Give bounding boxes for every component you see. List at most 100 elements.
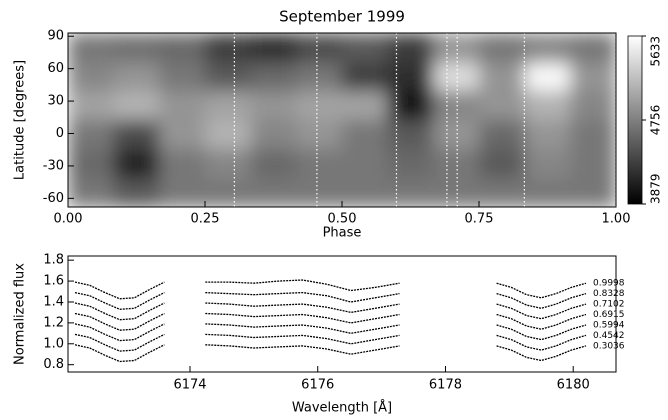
map-cell bbox=[205, 33, 252, 63]
map-cell bbox=[524, 90, 571, 120]
map-cell bbox=[205, 119, 252, 150]
map-cell bbox=[387, 33, 434, 63]
map-cell bbox=[205, 62, 252, 91]
map-cell bbox=[205, 148, 252, 179]
x-tick-label: 6174 bbox=[173, 378, 206, 393]
map-cell bbox=[387, 148, 434, 179]
y-tick-label: 90 bbox=[47, 29, 64, 44]
x-tick-label: 0.50 bbox=[328, 212, 357, 227]
map-cell bbox=[250, 177, 297, 207]
colorbar bbox=[627, 35, 643, 205]
map-cell bbox=[159, 33, 206, 63]
y-tick-label: 0 bbox=[56, 126, 64, 141]
map-cell bbox=[524, 177, 571, 207]
profile-line bbox=[74, 279, 587, 300]
map-cell bbox=[296, 177, 343, 207]
map-cell bbox=[342, 90, 389, 120]
map-cell bbox=[250, 90, 297, 120]
map-cell bbox=[433, 90, 480, 120]
map-cell bbox=[570, 62, 616, 91]
map-cell bbox=[68, 90, 115, 120]
x-tick-label: 6176 bbox=[301, 378, 334, 393]
map-cell bbox=[524, 148, 571, 179]
map-cell bbox=[205, 177, 252, 207]
map-cell bbox=[296, 148, 343, 179]
x-tick-label: 0.00 bbox=[54, 212, 83, 227]
x-axis-title: Phase bbox=[323, 226, 362, 241]
y-tick-label: -30 bbox=[43, 158, 64, 173]
y-tick-label: 60 bbox=[47, 61, 64, 76]
map-cell bbox=[387, 62, 434, 91]
y-tick-label: -60 bbox=[43, 191, 64, 206]
profile-label: 0.8328 bbox=[593, 289, 625, 299]
map-cell bbox=[524, 62, 571, 91]
map-cell bbox=[479, 148, 526, 179]
map-cell bbox=[570, 33, 616, 63]
profile-line bbox=[74, 291, 587, 310]
map-cell bbox=[479, 62, 526, 91]
map-cell bbox=[250, 148, 297, 179]
map-cell bbox=[342, 148, 389, 179]
map-cell bbox=[570, 148, 616, 179]
profile-line bbox=[74, 323, 587, 342]
map-cell bbox=[524, 33, 571, 63]
map-cell bbox=[433, 33, 480, 63]
colorbar-label: 4756 bbox=[649, 105, 663, 136]
map-cell bbox=[159, 177, 206, 207]
chart-title: September 1999 bbox=[279, 8, 405, 26]
colorbar-label: 5633 bbox=[649, 36, 663, 67]
profile-label: 0.7102 bbox=[593, 300, 625, 310]
map-cell bbox=[387, 90, 434, 120]
map-cell bbox=[570, 177, 616, 207]
profile-line bbox=[74, 302, 587, 321]
plot-frame bbox=[67, 255, 617, 373]
x-tick-label: 0.25 bbox=[191, 212, 220, 227]
y-tick-label: 1.0 bbox=[43, 336, 64, 351]
map-image bbox=[68, 33, 616, 207]
map-cell bbox=[342, 33, 389, 63]
x-tick-label: 6178 bbox=[429, 378, 462, 393]
map-cell bbox=[433, 62, 480, 91]
map-cell bbox=[250, 62, 297, 91]
map-cell bbox=[433, 177, 480, 207]
map-cell bbox=[159, 148, 206, 179]
profile-line bbox=[74, 312, 587, 331]
map-cell bbox=[479, 119, 526, 150]
map-cell bbox=[159, 90, 206, 120]
colorbar-label: 3879 bbox=[649, 173, 663, 204]
map-cell bbox=[68, 148, 115, 179]
y-axis-title: Normalized flux bbox=[13, 263, 28, 365]
map-cell bbox=[387, 119, 434, 150]
map-cell bbox=[296, 33, 343, 63]
map-cell bbox=[296, 119, 343, 150]
map-cell bbox=[68, 119, 115, 150]
profile-label: 0.4542 bbox=[593, 331, 625, 341]
y-tick-label: 30 bbox=[47, 94, 64, 109]
map-cell bbox=[342, 62, 389, 91]
y-tick-label: 0.8 bbox=[43, 357, 64, 372]
map-cell bbox=[342, 119, 389, 150]
x-tick-label: 1.00 bbox=[602, 212, 631, 227]
x-axis-title: Wavelength [Å] bbox=[292, 400, 392, 416]
map-cell bbox=[250, 33, 297, 63]
map-cell bbox=[205, 90, 252, 120]
map-cell bbox=[479, 33, 526, 63]
profile-line bbox=[74, 333, 587, 352]
map-cell bbox=[159, 119, 206, 150]
map-cell bbox=[68, 62, 115, 91]
profile-line bbox=[74, 344, 587, 363]
profile-label: 0.3036 bbox=[593, 341, 625, 351]
profile-label: 0.9998 bbox=[593, 279, 625, 289]
y-axis-title: Latitude [degrees] bbox=[13, 60, 28, 180]
map-cell bbox=[570, 119, 616, 150]
map-cell bbox=[113, 62, 160, 91]
map-cell bbox=[479, 177, 526, 207]
map-clip bbox=[68, 33, 616, 207]
x-tick-label: 0.75 bbox=[465, 212, 494, 227]
map-cell bbox=[250, 119, 297, 150]
map-cell bbox=[113, 119, 160, 150]
map-cell bbox=[159, 62, 206, 91]
map-cell bbox=[113, 90, 160, 120]
